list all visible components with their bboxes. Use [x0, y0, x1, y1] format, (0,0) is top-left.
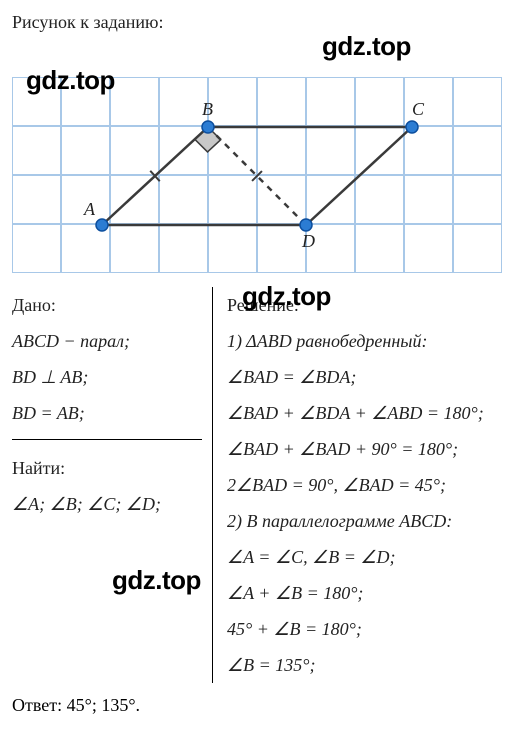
solution-column: Решение: 1) ΔABD равнобедренный: ∠BAD = … — [212, 287, 496, 683]
solution-area: gdz.top gdz.top Дано: ABCD − парал; BD ⊥… — [12, 287, 496, 683]
given-header: Дано: — [12, 287, 202, 323]
solution-line: ∠BAD + ∠BAD + 90° = 180°; — [227, 431, 496, 467]
given-column: Дано: ABCD − парал; BD ⊥ AB; BD = AB; На… — [12, 287, 212, 683]
watermark: gdz.top — [322, 31, 411, 62]
watermark: gdz.top — [26, 65, 115, 96]
point-label-b: B — [202, 99, 213, 120]
separator — [12, 439, 202, 440]
given-line: BD ⊥ AB; — [12, 359, 202, 395]
watermark: gdz.top — [242, 281, 331, 312]
point-label-d: D — [302, 231, 315, 252]
point-label-c: C — [412, 99, 424, 120]
solution-line: ∠B = 135°; — [227, 647, 496, 683]
task-title: Рисунок к заданию: — [12, 12, 496, 33]
solution-line: 1) ΔABD равнобедренный: — [227, 323, 496, 359]
solution-line: 45° + ∠B = 180°; — [227, 611, 496, 647]
solution-line: ∠A = ∠C, ∠B = ∠D; — [227, 539, 496, 575]
point-label-a: A — [84, 199, 95, 220]
geometry-svg — [12, 77, 502, 273]
find-header: Найти: — [12, 450, 202, 486]
solution-line: 2∠BAD = 90°, ∠BAD = 45°; — [227, 467, 496, 503]
solution-line: 2) В параллелограмме ABCD: — [227, 503, 496, 539]
given-line: BD = AB; — [12, 395, 202, 431]
figure-area: gdz.top gdz.top A B C D — [12, 37, 496, 267]
solution-line: ∠A + ∠B = 180°; — [227, 575, 496, 611]
answer: Ответ: 45°; 135°. — [12, 695, 496, 716]
solution-line: ∠BAD + ∠BDA + ∠ABD = 180°; — [227, 395, 496, 431]
find-line: ∠A; ∠B; ∠C; ∠D; — [12, 486, 202, 522]
given-line: ABCD − парал; — [12, 323, 202, 359]
watermark: gdz.top — [112, 565, 201, 596]
solution-line: ∠BAD = ∠BDA; — [227, 359, 496, 395]
